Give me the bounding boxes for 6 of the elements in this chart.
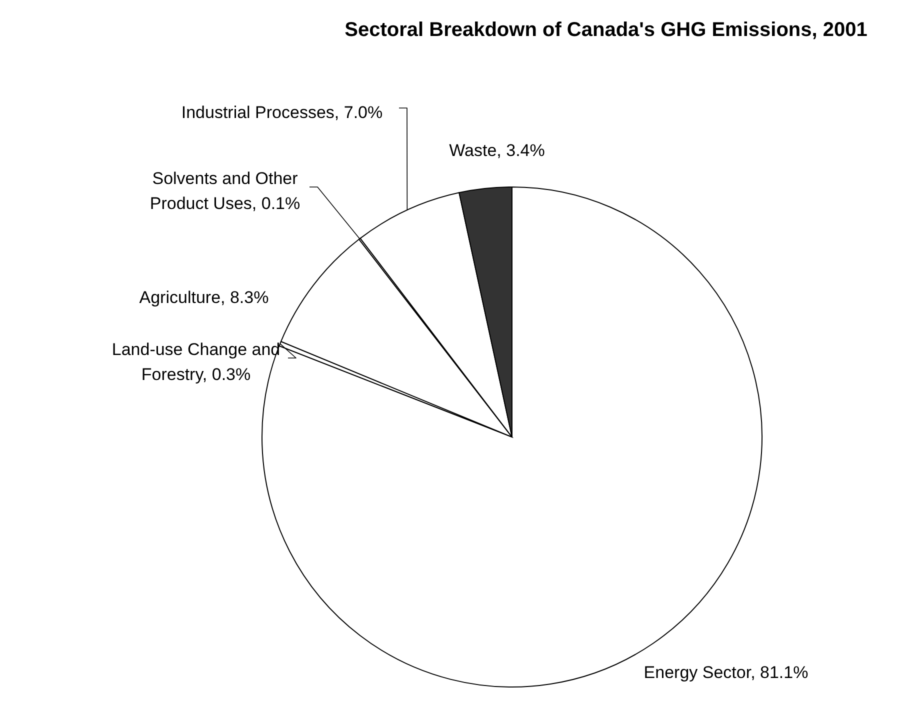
- slice-label: Energy Sector, 81.1%: [644, 662, 808, 684]
- slice-label: Solvents and Other Product Uses, 0.1%: [148, 168, 302, 215]
- slice-label: Waste, 3.4%: [449, 140, 545, 162]
- chart-title: Sectoral Breakdown of Canada's GHG Emissions, 2001: [344, 19, 868, 41]
- slice-label: Agriculture, 8.3%: [139, 286, 269, 308]
- slice-label: Industrial Processes, 7.0%: [181, 102, 383, 124]
